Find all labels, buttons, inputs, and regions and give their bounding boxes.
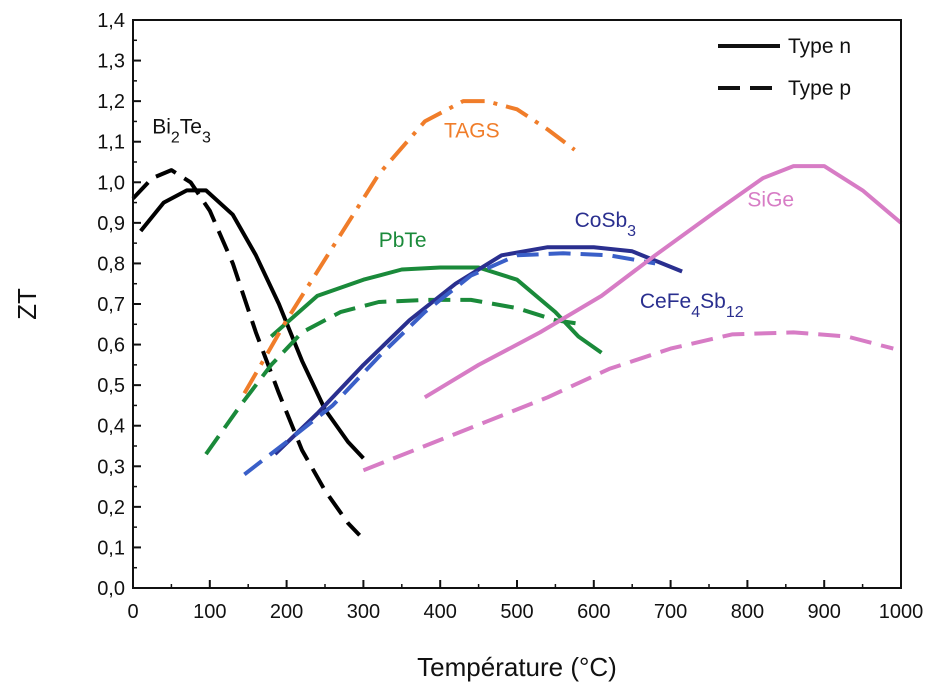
- y-tick-label: 1,0: [97, 172, 125, 194]
- label-subscript: 3: [202, 129, 211, 146]
- x-tick-label: 200: [270, 601, 303, 623]
- x-tick-label: 500: [500, 601, 533, 623]
- y-tick-label: 0,1: [97, 537, 125, 559]
- label-text: CoSb: [575, 209, 628, 232]
- series-line-sige-type-n: [423, 164, 903, 400]
- x-tick-label: 100: [193, 601, 226, 623]
- legend-label-type-p: Type p: [788, 77, 851, 100]
- y-tick-label: 0,2: [97, 497, 125, 519]
- series-line-pbte-type-p: [204, 297, 583, 456]
- y-tick-label: 1,4: [97, 10, 125, 32]
- series-label-cosb3: CoSb3: [575, 209, 637, 240]
- x-tick-label: 300: [347, 601, 380, 623]
- ticks-layer: 0 100 200 300 400 500 600 700 800 900 1000 0,0 0,1 0,…: [97, 10, 923, 623]
- legend-label-type-n: Type n: [788, 35, 851, 58]
- x-axis-title: Température (°C): [417, 652, 617, 682]
- x-tick-label: 400: [424, 601, 457, 623]
- series-line-tags-type-p: [242, 99, 576, 395]
- y-tick-label: 0,7: [97, 294, 125, 316]
- y-axis-title: ZT: [12, 288, 42, 320]
- y-tick-label: 1,1: [97, 132, 125, 154]
- series-label-cefe4sb12: CeFe4Sb12: [640, 290, 744, 321]
- label-text: Bi: [152, 116, 171, 139]
- y-tick-label: 0,0: [97, 578, 125, 600]
- y-tick-label: 0,9: [97, 213, 125, 235]
- label-subscript: 4: [691, 304, 700, 321]
- y-tick-label: 0,6: [97, 335, 125, 357]
- y-tick-label: 0,5: [97, 375, 125, 397]
- label-subscript: 3: [627, 222, 636, 239]
- label-text: Sb: [700, 290, 726, 313]
- x-tick-label: 1000: [879, 601, 924, 623]
- label-text: TAGS: [444, 120, 500, 143]
- x-tick-label: 0: [127, 601, 138, 623]
- series-line-pbte-type-n: [269, 265, 603, 355]
- label-text: Te: [180, 116, 202, 139]
- y-tick-label: 1,2: [97, 91, 125, 113]
- label-text: CeFe: [640, 290, 691, 313]
- series-line-cosb3-type-n: [273, 245, 683, 456]
- series-layer: [131, 99, 903, 537]
- x-tick-label: 600: [577, 601, 610, 623]
- x-tick-label: 800: [731, 601, 764, 623]
- legend: Type n Type p: [718, 35, 851, 100]
- series-label-sige: SiGe: [747, 189, 794, 212]
- label-subscript: 2: [171, 129, 180, 146]
- label-subscript: 12: [726, 304, 744, 321]
- y-tick-label: 0,4: [97, 416, 125, 438]
- series-label-bi2te3: Bi2Te3: [152, 116, 211, 147]
- y-tick-label: 1,3: [97, 51, 125, 73]
- series-label-pbte: PbTe: [379, 229, 427, 252]
- series-line-bi2te3-type-n: [139, 188, 365, 460]
- series-label-tags: TAGS: [444, 120, 500, 143]
- x-tick-label: 900: [808, 601, 841, 623]
- series-line-bi2te3-type-p: [131, 168, 362, 537]
- x-tick-label: 700: [654, 601, 687, 623]
- label-text: PbTe: [379, 229, 427, 252]
- y-tick-label: 0,8: [97, 253, 125, 275]
- series-line-sige-type-p: [362, 330, 894, 473]
- y-tick-label: 0,3: [97, 456, 125, 478]
- label-text: SiGe: [747, 189, 794, 212]
- series-line-cefe4sb12-type-p: [243, 251, 656, 476]
